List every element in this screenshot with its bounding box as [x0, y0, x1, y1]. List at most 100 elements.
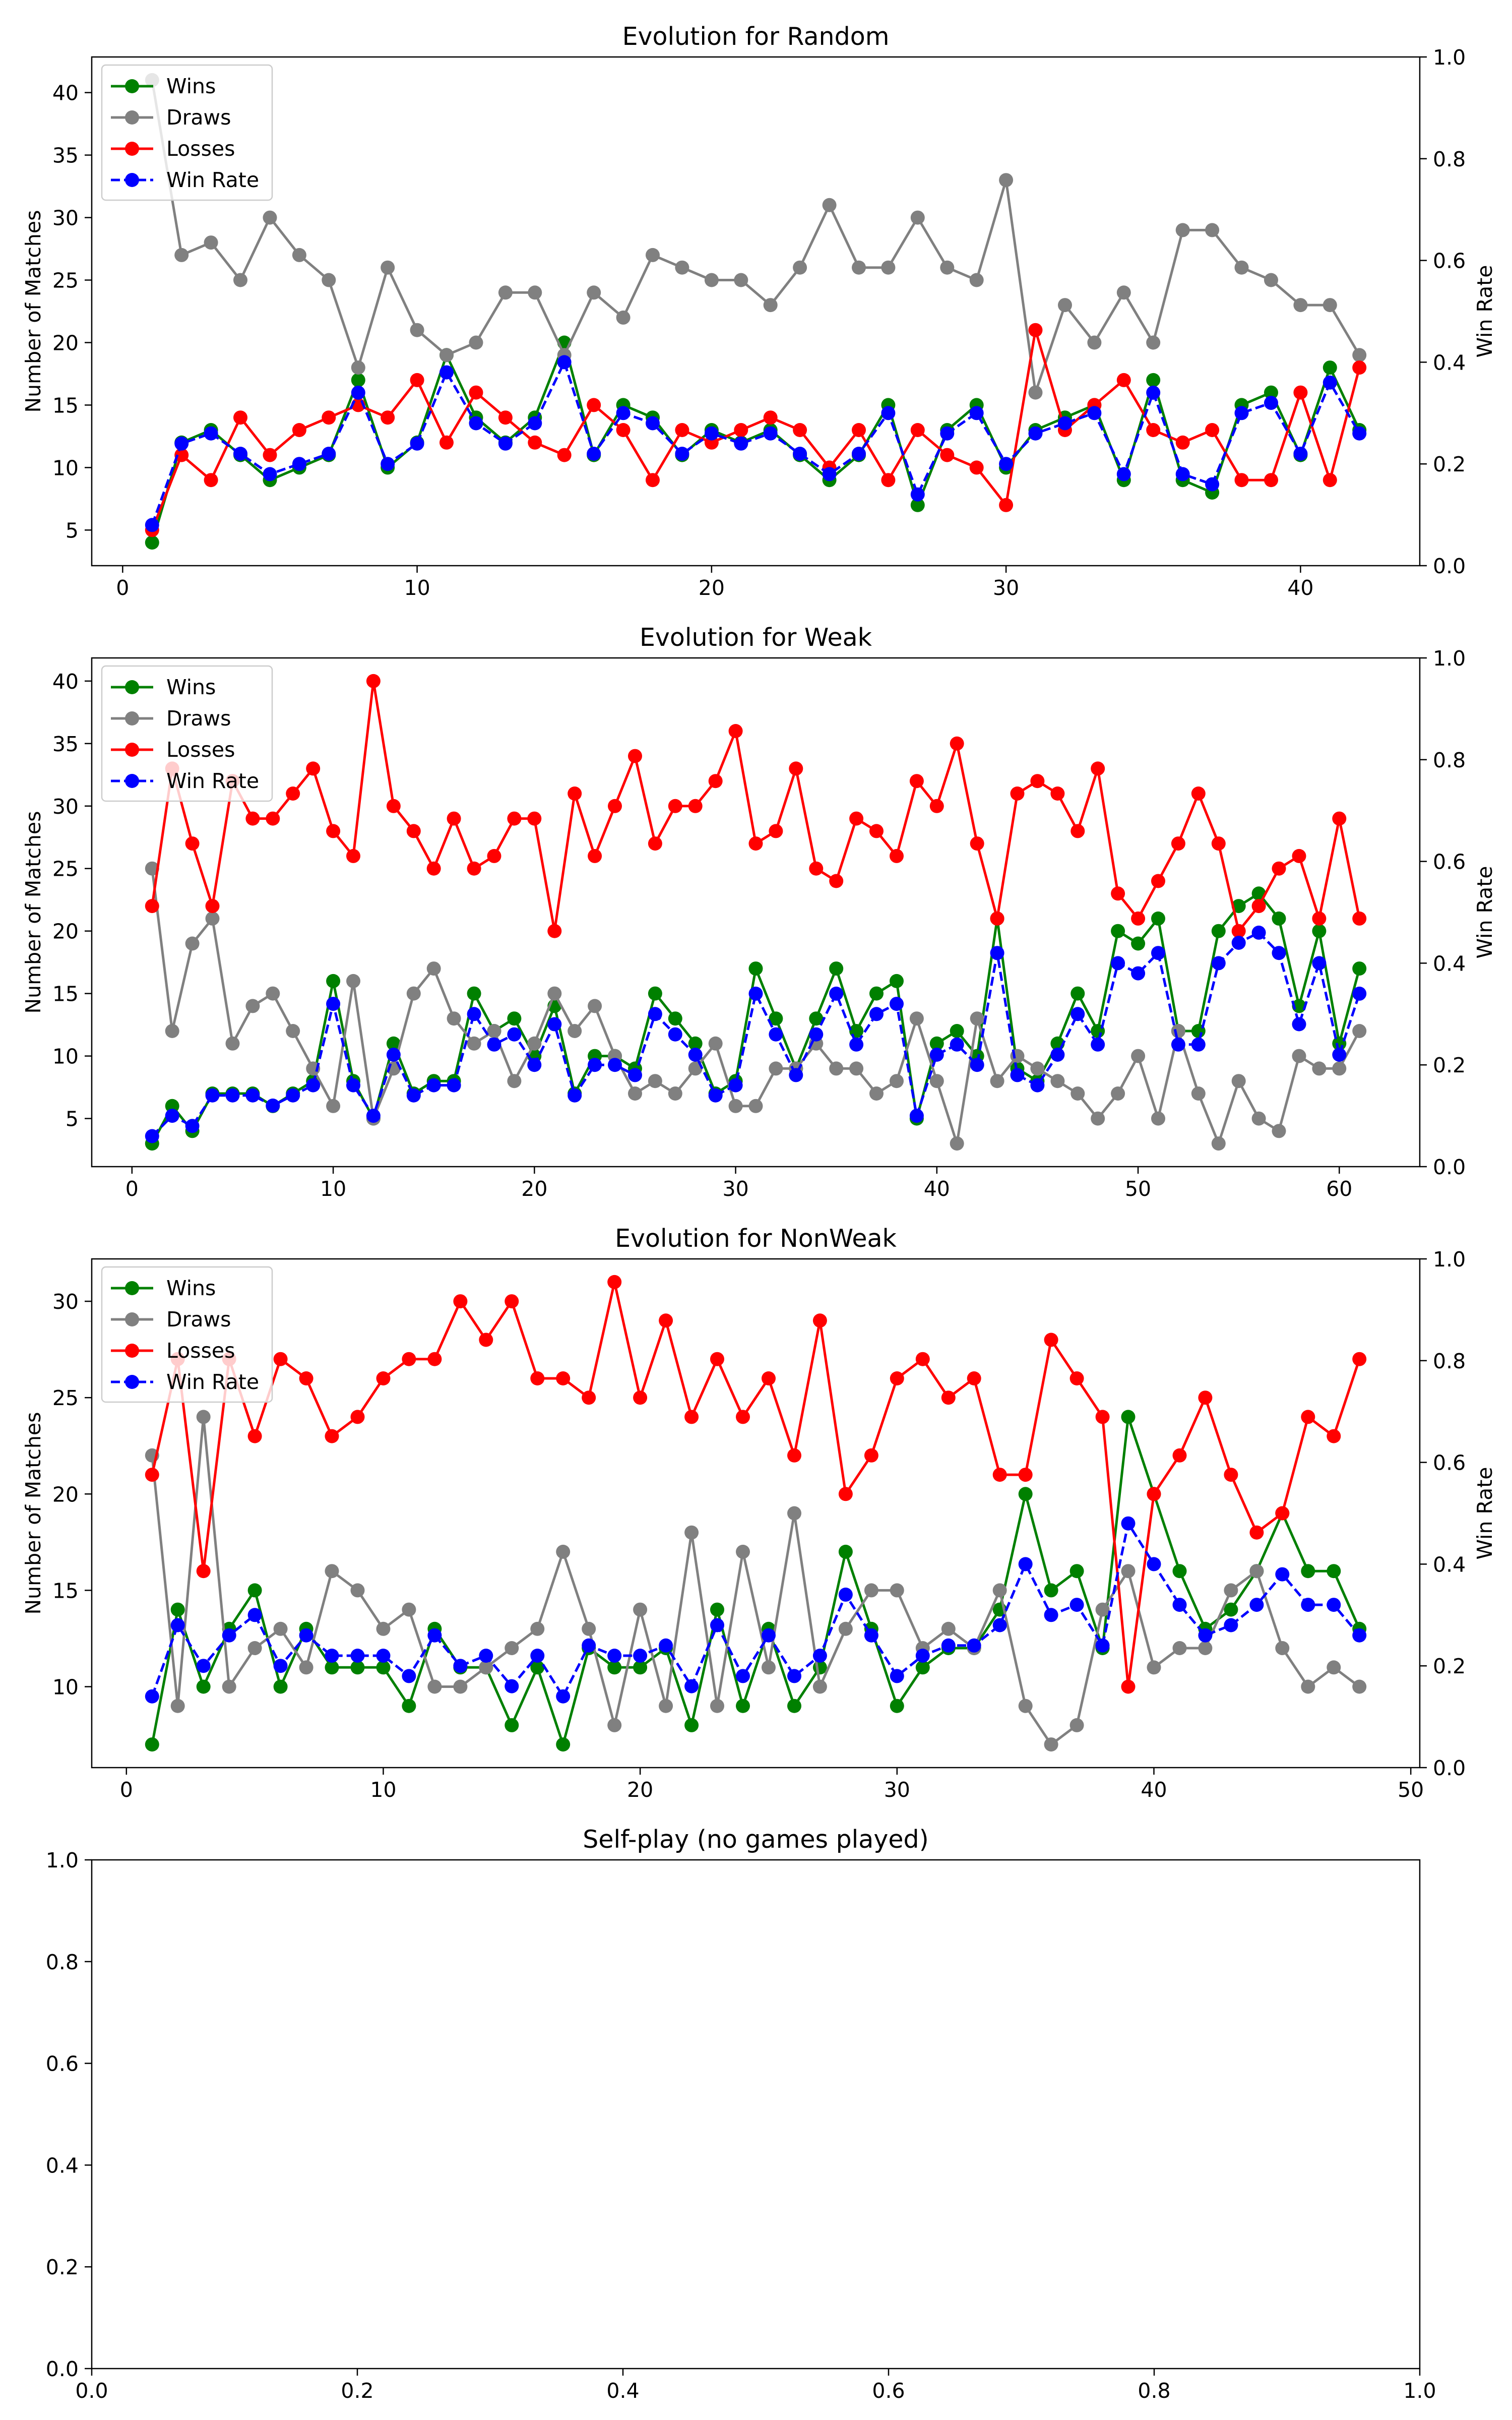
draws-point [668, 1086, 682, 1101]
y2-tick-label: 0.2 [1433, 1053, 1466, 1077]
losses-point [909, 774, 924, 789]
y-tick-label: 25 [52, 269, 79, 293]
wins-point [507, 1011, 522, 1026]
draws-point [1264, 273, 1278, 287]
losses-point [145, 1468, 159, 1482]
y-tick-label: 35 [52, 732, 79, 756]
draws-point [439, 348, 454, 362]
losses-point [1050, 786, 1065, 801]
draws-point [582, 1621, 596, 1636]
wins-point [736, 1699, 750, 1713]
losses-point [366, 674, 381, 688]
win-rate-point [205, 1088, 220, 1103]
losses-point [762, 1371, 776, 1385]
win-rate-point [145, 1129, 159, 1143]
draws-point [1251, 1111, 1266, 1126]
wins-point [1327, 1564, 1341, 1579]
draws-point [950, 1136, 964, 1151]
losses-point [910, 423, 925, 437]
losses-point [728, 724, 743, 738]
win-rate-point [547, 1017, 562, 1032]
losses-point [406, 824, 421, 838]
draws-point [748, 1099, 763, 1113]
draws-legend-label: Draws [166, 1307, 231, 1332]
win-rate-point [1028, 426, 1043, 441]
win-rate-point [675, 447, 689, 461]
win-rate-point [196, 1659, 211, 1673]
draws-point [568, 1024, 582, 1038]
wins-legend-marker [125, 680, 139, 694]
wins-point [505, 1718, 519, 1732]
win-rate-point [1058, 416, 1072, 431]
draws-point [990, 1074, 1004, 1088]
wins-point [710, 1602, 724, 1617]
wins-point [386, 1036, 401, 1051]
losses-point [1251, 899, 1266, 914]
draws-point [350, 1583, 365, 1598]
losses-point [990, 911, 1004, 926]
y2-tick-label: 1.0 [1433, 45, 1466, 70]
losses-point [992, 1468, 1007, 1482]
x-tick-label: 10 [370, 1778, 396, 1802]
draws-point [1018, 1699, 1033, 1713]
losses-point [376, 1371, 391, 1385]
draws-point [1044, 1737, 1058, 1752]
win-rate-point [1251, 925, 1266, 940]
draws-point [728, 1099, 743, 1113]
y-tick-label: 15 [52, 1579, 79, 1603]
losses-point [838, 1487, 853, 1501]
y-tick-label: 10 [52, 456, 79, 480]
y-axis-label: Number of Matches [21, 811, 45, 1014]
y2-tick-label: 0.0 [1433, 1155, 1466, 1179]
draws-point [325, 1564, 339, 1579]
losses-point [684, 1410, 699, 1424]
draws-point [222, 1679, 236, 1694]
wins-point [787, 1699, 801, 1713]
wins-point [1111, 924, 1125, 938]
win-rate-point [950, 1037, 964, 1052]
wins-legend-label: Wins [166, 1276, 216, 1300]
losses-point [410, 373, 424, 387]
wins-point [890, 1699, 904, 1713]
draws-point [970, 1011, 984, 1026]
win-rate-point [530, 1649, 545, 1663]
draws-point [1087, 335, 1102, 350]
losses-point [145, 899, 159, 914]
draws-point [890, 1583, 904, 1598]
y-tick-label: 25 [52, 857, 79, 881]
losses-point [1116, 373, 1131, 387]
losses-point [479, 1333, 493, 1347]
losses-point [633, 1390, 648, 1405]
draws-point [762, 1660, 776, 1675]
wins-point [273, 1679, 288, 1694]
wins-point [838, 1544, 853, 1559]
win-rate-point [247, 1608, 262, 1622]
draws-point [326, 1099, 341, 1113]
wins-point [1352, 961, 1367, 976]
losses-point [789, 761, 803, 776]
wins-point [1312, 924, 1327, 938]
win-rate-point [439, 365, 454, 380]
losses-point [505, 1294, 519, 1309]
y2-axis-label: Win Rate [1473, 265, 1497, 357]
losses-point [967, 1371, 981, 1385]
win-rate-point [1301, 1598, 1315, 1612]
draws-point [1322, 298, 1337, 313]
losses-point [1352, 360, 1367, 375]
win-rate-point [1352, 1628, 1367, 1643]
win-rate-point [467, 1007, 481, 1021]
draws-point [1205, 223, 1220, 237]
losses-point [587, 398, 601, 412]
wins-point [1131, 936, 1146, 951]
win-rate-point [616, 406, 631, 420]
wins-point [829, 961, 844, 976]
losses-point [616, 423, 631, 437]
y-tick-label: 30 [52, 1290, 79, 1314]
wins-point [325, 1660, 339, 1675]
win-rate-point [849, 1037, 864, 1052]
win-rate-point [266, 1098, 280, 1113]
win-rate-point [145, 518, 159, 532]
y-tick-label: 20 [52, 1482, 79, 1506]
losses-point [1327, 1429, 1341, 1443]
win-rate-point [292, 457, 306, 471]
